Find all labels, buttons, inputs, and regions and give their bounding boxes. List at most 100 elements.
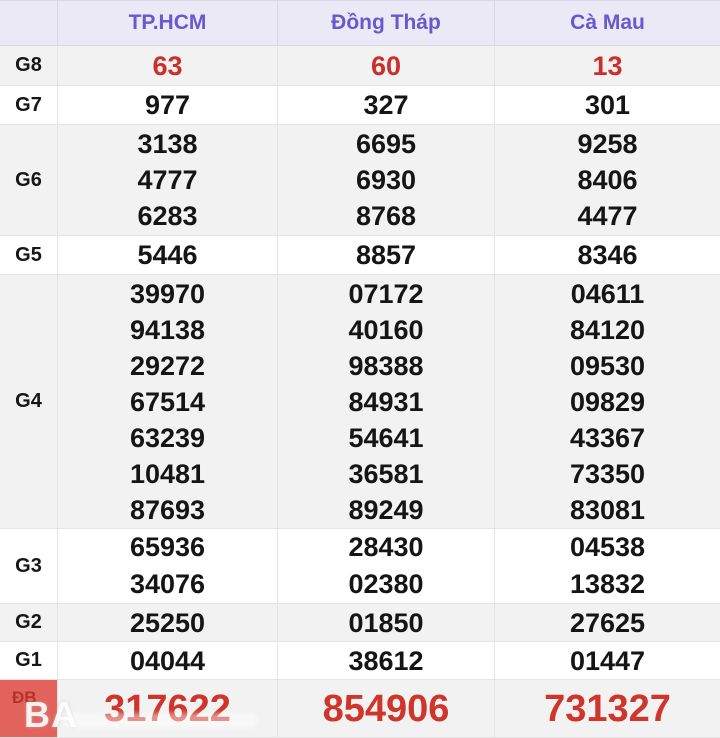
prize-value: 94138: [129, 314, 206, 345]
prize-value: 63: [152, 50, 183, 81]
table-row: G2 25250 01850 27625: [0, 603, 720, 641]
prize-cell: 977: [57, 86, 277, 124]
prize-value: 731327: [544, 687, 671, 730]
column-header-ca-mau[interactable]: Cà Mau: [494, 1, 720, 45]
prize-value: 4777: [137, 165, 198, 195]
prize-value: 89249: [348, 494, 424, 525]
row-label: G1: [15, 649, 42, 671]
row-label-cell: G8: [0, 46, 57, 85]
corner-cell: [0, 1, 57, 45]
row-label-cell: G7: [0, 86, 57, 124]
prize-value: 977: [144, 90, 191, 120]
column-header-dong-thap[interactable]: Đồng Tháp: [277, 1, 494, 45]
prize-value: 40160: [348, 314, 424, 345]
prize-cell: 39970 94138 29272 67514 63239 10481 87693: [57, 275, 277, 528]
table-row: G3 65936 34076 28430 02380 04538 13832: [0, 528, 720, 603]
prize-value: 8768: [355, 201, 417, 231]
prize-value: 327: [363, 90, 409, 120]
prize-cell: 65936 34076: [57, 529, 277, 603]
table-row: G1 04044 38612 01447: [0, 641, 720, 679]
prize-value: 25250: [129, 607, 206, 638]
row-label-cell: G5: [0, 236, 57, 274]
prize-cell: 07172 40160 98388 84931 54641 36581 89249: [277, 275, 494, 528]
prize-cell: 13: [494, 46, 720, 85]
prize-value: 73350: [569, 458, 646, 489]
table-row: G6 3138 4777 6283 6695 6930 8768 9258 8406 4477: [0, 124, 720, 235]
prize-value: 6283: [137, 201, 198, 231]
table-row: G4 39970 94138 29272 67514 63239 10481 87693 071…: [0, 274, 720, 528]
prize-cell: 301: [494, 86, 720, 124]
prize-value: 09530: [569, 350, 646, 381]
prize-value: 34076: [129, 569, 206, 599]
row-label: G5: [15, 243, 42, 266]
prize-value: 10481: [129, 458, 206, 489]
row-label-cell: G3: [0, 529, 57, 603]
prize-value: 8857: [355, 240, 417, 270]
prize-value: 6930: [355, 165, 417, 195]
prize-cell: 731327: [494, 680, 720, 737]
prize-value: 43367: [569, 422, 646, 453]
prize-value: 36581: [348, 458, 424, 489]
prize-cell: 38612: [277, 642, 494, 679]
prize-value: 87693: [129, 494, 206, 525]
row-label-cell: G2: [0, 604, 57, 641]
prize-value: 301: [584, 90, 631, 120]
prize-value: 54641: [348, 422, 424, 453]
prize-value: 39970: [129, 278, 206, 309]
row-label: G6: [15, 168, 42, 191]
prize-cell: 63: [57, 46, 277, 85]
row-label: G4: [15, 390, 42, 412]
prize-value: 27625: [569, 607, 646, 638]
prize-cell: 9258 8406 4477: [494, 125, 720, 235]
row-label: G7: [15, 93, 42, 116]
prize-value: 04611: [570, 278, 645, 309]
prize-value: 83081: [569, 494, 646, 525]
prize-value: 67514: [129, 386, 206, 417]
prize-value: 28430: [348, 532, 424, 562]
prize-value: 6695: [355, 129, 417, 159]
prize-value: 65936: [129, 532, 206, 562]
prize-value: 38612: [348, 645, 424, 676]
prize-cell: 28430 02380: [277, 529, 494, 603]
table-row: G5 5446 8857 8346: [0, 235, 720, 274]
prize-value: 63239: [129, 422, 206, 453]
row-label-cell: G1: [0, 642, 57, 679]
prize-value: 13: [592, 50, 623, 81]
row-label: G8: [15, 54, 42, 76]
prize-value: 13832: [569, 569, 646, 599]
prize-value: 07172: [348, 278, 424, 309]
prize-cell: 8857: [277, 236, 494, 274]
prize-value: 84120: [569, 314, 646, 345]
prize-value: 01447: [569, 645, 646, 676]
prize-cell: 5446: [57, 236, 277, 274]
special-prize-row: ĐB 317622 854906 731327 BA: [0, 679, 720, 737]
column-header-tphcm[interactable]: TP.HCM: [57, 1, 277, 45]
prize-cell: 8346: [494, 236, 720, 274]
prize-value: 04044: [129, 645, 206, 676]
prize-value: 8346: [577, 240, 638, 270]
prize-cell: 25250: [57, 604, 277, 641]
row-label-cell: G4: [0, 275, 57, 528]
prize-value: 3138: [137, 129, 198, 159]
prize-cell: 04044: [57, 642, 277, 679]
prize-value: 317622: [104, 687, 231, 730]
row-label: G3: [15, 554, 42, 577]
prize-value: 01850: [348, 607, 424, 638]
prize-value: 9258: [577, 129, 638, 159]
prize-value: 60: [370, 50, 402, 81]
prize-value: 854906: [322, 687, 450, 730]
prize-value: 02380: [348, 569, 424, 599]
prize-value: 04538: [569, 532, 646, 562]
prize-cell: 27625: [494, 604, 720, 641]
table-row: G7 977 327 301: [0, 85, 720, 124]
row-label: G2: [15, 611, 42, 633]
row-label-cell: G6: [0, 125, 57, 235]
prize-value: 5446: [137, 240, 198, 270]
prize-cell: 04538 13832: [494, 529, 720, 603]
prize-cell: 854906: [277, 680, 494, 737]
row-label: ĐB: [12, 688, 37, 707]
prize-cell: 01850: [277, 604, 494, 641]
prize-value: 4477: [577, 201, 638, 231]
prize-value: 09829: [569, 386, 646, 417]
prize-cell: 04611 84120 09530 09829 43367 73350 83081: [494, 275, 720, 528]
